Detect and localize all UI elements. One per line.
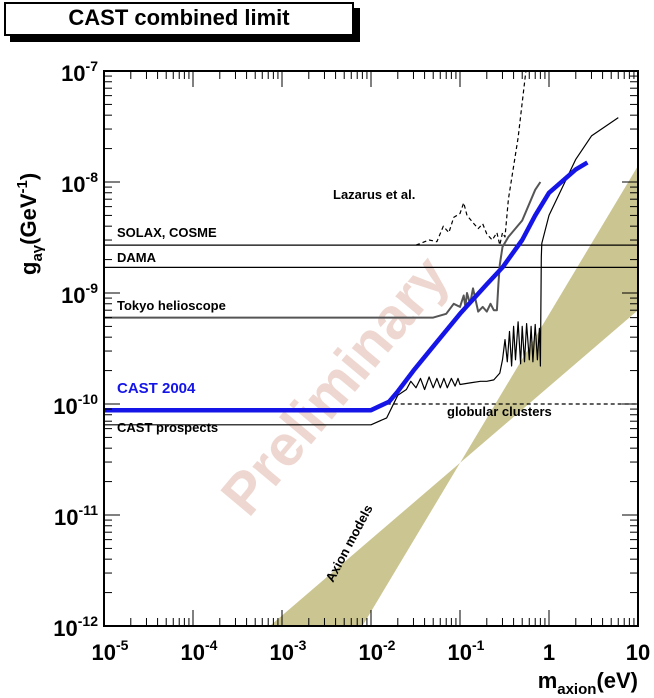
x-tick-label: 10	[626, 640, 650, 665]
x-tick-label: 10-2	[359, 637, 396, 665]
y-axis-label: gaγ(GeV-1)	[14, 173, 46, 275]
label-dama: DAMA	[117, 250, 157, 265]
y-tick-label: 10-10	[53, 391, 98, 419]
series-cast-2004	[104, 160, 589, 413]
x-tick-label: 10-5	[92, 637, 129, 665]
series-lazarus-et-al	[415, 71, 527, 246]
x-axis-label: maxion(eV)	[538, 668, 638, 698]
x-tick-label: 1	[543, 640, 555, 665]
y-tick-label: 10-8	[61, 169, 98, 197]
title-box	[4, 2, 354, 36]
x-tick-label: 10-1	[448, 637, 485, 665]
chart-title: CAST combined limit	[68, 5, 290, 30]
label-cast-prospects: CAST prospects	[117, 420, 218, 435]
label-solax: SOLAX, COSME	[117, 225, 217, 240]
y-tick-label: 10-11	[54, 502, 98, 530]
label-globular-clusters: globular clusters	[447, 404, 552, 419]
series-cast-prospects	[104, 117, 619, 426]
label-tokyo: Tokyo helioscope	[117, 298, 226, 313]
y-tick-label: 10-12	[53, 613, 98, 641]
y-tick-label: 10-9	[61, 280, 98, 308]
label-lazarus: Lazarus et al.	[333, 187, 415, 202]
label-cast-2004: CAST 2004	[117, 380, 196, 397]
y-tick-label: 10-7	[61, 58, 98, 86]
x-tick-label: 10-4	[181, 637, 218, 665]
series-tokyo-helioscope	[104, 181, 542, 319]
x-tick-label: 10-3	[270, 637, 307, 665]
